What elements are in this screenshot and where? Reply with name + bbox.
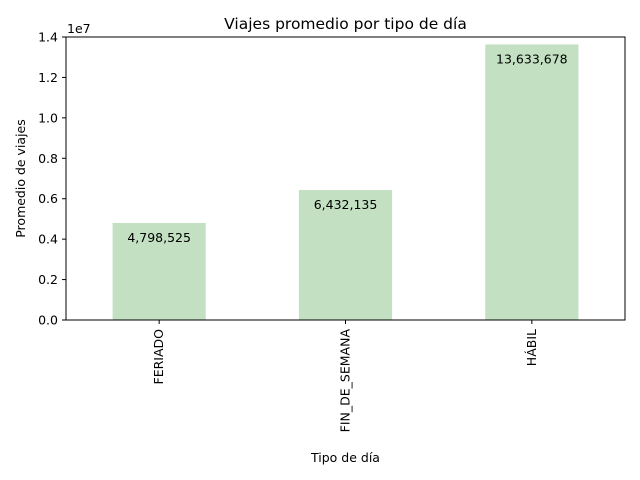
data-label-feriado: 4,798,525 — [127, 230, 191, 245]
y-tick-label: 1.0 — [38, 110, 58, 125]
data-label-hábil: 13,633,678 — [496, 51, 568, 66]
y-tick-label: 1.2 — [38, 70, 58, 85]
data-label-fin_de_semana: 6,432,135 — [314, 197, 378, 212]
x-tick-label-feriado: FERIADO — [151, 329, 166, 385]
ticks-group: FERIADO FIN_DE_SEMANA HÁBIL 0.0 0.2 0.4 0.6 0.8… — [38, 30, 539, 433]
x-tick-label-fin_de_semana: FIN_DE_SEMANA — [338, 329, 353, 433]
x-tick-label-hábil: HÁBIL — [524, 329, 539, 366]
y-tick-label: 0.0 — [38, 313, 58, 328]
bar-hábil — [485, 44, 579, 320]
chart-title: Viajes promedio por tipo de día — [224, 15, 467, 33]
bars-group: 4,798,525 6,432,135 13,633,678 — [112, 44, 579, 320]
x-axis-label: Tipo de día — [310, 450, 380, 465]
plot-frame — [65, 36, 626, 321]
bar-fin_de_semana — [298, 189, 393, 320]
y-axis-label: Promedio de viajes — [13, 119, 28, 238]
y-tick-label: 0.6 — [38, 191, 58, 206]
y-tick-label: 0.8 — [38, 151, 58, 166]
y-tick-label: 0.4 — [38, 232, 58, 247]
y-axis-offset-label: 1e7 — [67, 21, 91, 36]
y-tick-label: 0.2 — [38, 272, 58, 287]
y-tick-label: 1.4 — [38, 30, 58, 45]
bar-feriado — [112, 223, 206, 320]
